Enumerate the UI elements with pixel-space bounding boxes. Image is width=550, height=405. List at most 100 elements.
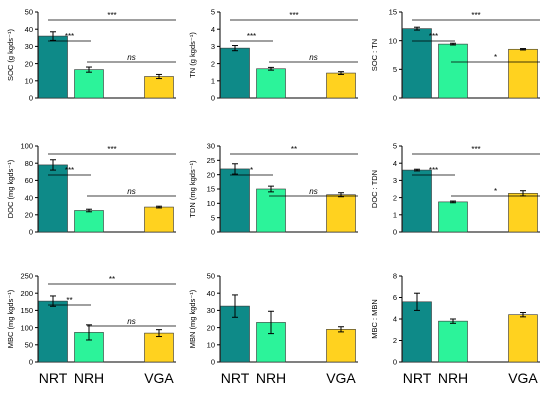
x-category-label: NRT (39, 370, 68, 386)
bar-nrt (38, 164, 68, 233)
x-category-label: VGA (326, 370, 356, 386)
significance-label: *** (247, 32, 256, 41)
significance-label: *** (429, 166, 438, 175)
significance-label: *** (65, 32, 74, 41)
significance-label: *** (471, 145, 480, 154)
y-tick-label: 0 (393, 228, 397, 237)
bar-vga (508, 314, 538, 363)
y-axis-label: MBC : MBN (370, 299, 379, 339)
y-tick-label: 30 (207, 306, 215, 315)
y-tick-label: 20 (207, 170, 215, 179)
y-tick-label: 5 (393, 142, 397, 151)
bar-nrt (402, 169, 432, 233)
bar-nrt (402, 28, 432, 99)
y-tick-label: 100 (20, 323, 33, 332)
y-axis-label: TN (g kgds⁻¹) (188, 32, 197, 78)
y-tick-label: 1 (393, 211, 397, 220)
y-tick-label: 0 (211, 94, 215, 103)
y-tick-label: 0 (393, 94, 397, 103)
y-axis-label: DOC (mg kgds⁻¹) (6, 159, 15, 218)
y-tick-label: 150 (20, 306, 33, 315)
bar-vga (144, 332, 174, 363)
chart-panel-7: 0 50 100 150 200 250 MBC (mg kgds⁻¹) ** ** ns NRT N… (6, 272, 176, 386)
y-tick-label: 10 (207, 341, 215, 350)
significance-label: ns (127, 187, 135, 196)
y-tick-label: 30 (25, 42, 33, 51)
y-tick-label: 40 (25, 25, 33, 34)
significance-label: * (250, 166, 253, 175)
y-tick-label: 15 (389, 8, 397, 17)
y-tick-label: 0 (211, 228, 215, 237)
y-axis-label: SOC (g kgds⁻¹) (6, 29, 15, 81)
y-tick-label: 40 (25, 193, 33, 202)
x-category-label: VGA (144, 370, 174, 386)
y-axis-label: TDN (mg kgds⁻¹) (188, 160, 197, 218)
chart-panel-4: 0 20 40 60 80 100 DOC (mg kgds⁻¹) *** *** ns (6, 142, 176, 237)
x-category-label: VGA (508, 370, 538, 386)
y-tick-label: 6 (393, 293, 397, 302)
y-tick-label: 0 (211, 358, 215, 367)
bar-nrh (256, 188, 286, 233)
y-tick-label: 30 (207, 142, 215, 151)
y-tick-label: 50 (25, 8, 33, 17)
x-category-label: NRT (403, 370, 432, 386)
bar-nrh (438, 43, 468, 99)
significance-label: *** (107, 145, 116, 154)
y-tick-label: 0 (29, 94, 33, 103)
bar-vga (508, 48, 538, 99)
chart-panel-8: 0 10 20 30 40 50 MBN (mg kgds⁻¹) NRT NRH VGA (188, 272, 358, 386)
significance-label: * (494, 187, 497, 196)
significance-label: ns (309, 53, 317, 62)
y-tick-label: 10 (207, 199, 215, 208)
y-tick-label: 0 (393, 358, 397, 367)
y-axis-label: MBN (mg kgds⁻¹) (188, 289, 197, 348)
y-tick-label: 20 (207, 323, 215, 332)
bar-vga (508, 192, 538, 233)
bar-nrh (438, 201, 468, 233)
bar-nrt (38, 35, 68, 99)
y-tick-label: 5 (393, 65, 397, 74)
significance-label: *** (429, 32, 438, 41)
y-tick-label: 10 (389, 36, 397, 45)
bar-nrt (38, 300, 68, 363)
bar-vga (144, 206, 174, 233)
y-axis-label: MBC (mg kgds⁻¹) (6, 289, 15, 348)
chart-panel-2: 0 1 2 3 4 5 TN (g kgds⁻¹) *** *** ns (188, 8, 358, 103)
y-tick-label: 250 (20, 272, 33, 281)
bar-vga (326, 329, 356, 363)
y-tick-label: 80 (25, 159, 33, 168)
bar-vga (326, 72, 356, 99)
y-tick-label: 5 (211, 213, 215, 222)
significance-label: ns (127, 53, 135, 62)
y-tick-label: 4 (393, 315, 397, 324)
y-tick-label: 1 (211, 77, 215, 86)
bar-nrh (256, 68, 286, 99)
significance-label: ns (309, 187, 317, 196)
bar-nrt (220, 47, 250, 99)
x-category-label: NRH (74, 370, 104, 386)
y-tick-label: 40 (207, 289, 215, 298)
x-category-label: NRH (438, 370, 468, 386)
y-tick-label: 50 (25, 341, 33, 350)
bar-vga (326, 194, 356, 233)
significance-label: *** (65, 166, 74, 175)
y-tick-label: 60 (25, 176, 33, 185)
y-tick-label: 5 (211, 8, 215, 17)
significance-label: ns (127, 317, 135, 326)
bar-nrt (220, 168, 250, 233)
chart-panel-9: 0 2 4 6 8 MBC : MBN NRT NRH VGA (370, 272, 540, 386)
x-category-label: NRT (221, 370, 250, 386)
significance-label: *** (471, 11, 480, 20)
bar-nrh (438, 320, 468, 363)
y-tick-label: 2 (393, 193, 397, 202)
bar-vga (144, 76, 174, 99)
significance-label: ** (66, 296, 72, 305)
significance-label: *** (289, 11, 298, 20)
y-tick-label: 15 (207, 185, 215, 194)
y-tick-label: 4 (393, 159, 397, 168)
